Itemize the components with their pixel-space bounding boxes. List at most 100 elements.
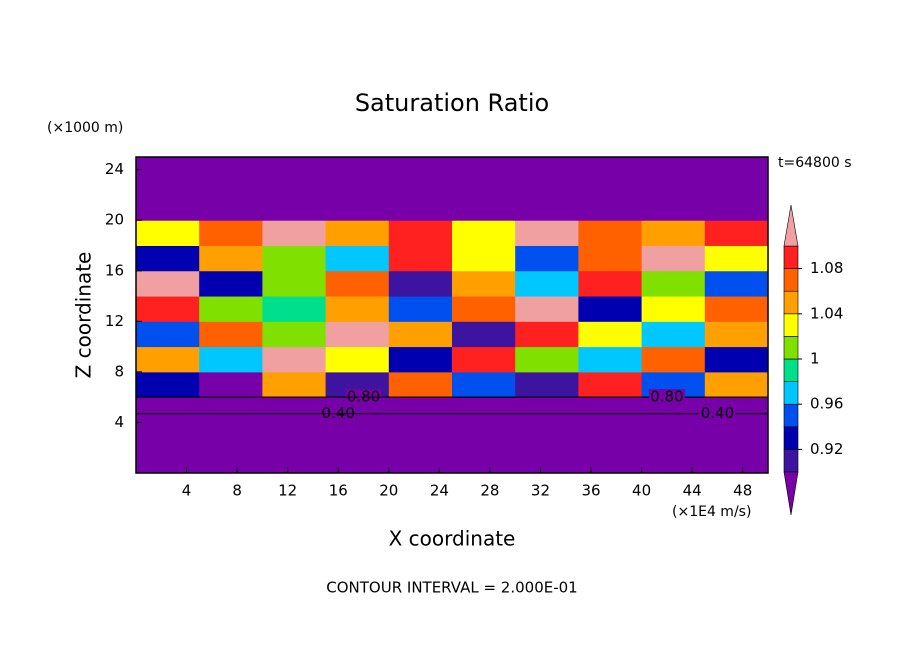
- contour-cell: [325, 245, 390, 272]
- colorbar-band: [783, 313, 799, 337]
- contour-cell: [199, 371, 263, 398]
- contour-cell: [388, 321, 453, 348]
- contour-cell: [578, 397, 643, 423]
- contour-cell: [262, 397, 327, 423]
- contour-cell: [325, 194, 390, 221]
- contour-cell: [704, 447, 769, 474]
- contour-cell: [704, 371, 769, 398]
- contour-cell: [388, 422, 453, 449]
- contour-cell: [262, 296, 327, 322]
- contour-cell: [515, 422, 579, 449]
- contour-cell: [262, 270, 327, 297]
- contour-cell: [578, 169, 643, 196]
- contour-cell: [388, 346, 453, 373]
- y-unit: (×1000 m): [47, 120, 123, 136]
- contour-cell: [325, 346, 390, 373]
- contour-cell: [704, 422, 769, 449]
- contour-cell: [452, 220, 516, 246]
- contour-cell: [515, 169, 579, 196]
- contour-cell: [641, 157, 706, 171]
- contour-cell: [578, 220, 643, 246]
- contour-cell: [641, 220, 706, 246]
- contour-cell: [641, 245, 706, 272]
- contour-cell: [704, 270, 769, 297]
- contour-cell: [388, 270, 453, 297]
- contour-cell: [199, 397, 263, 423]
- contour-cell: [578, 194, 643, 221]
- contour-cell: [325, 270, 390, 297]
- contour-cell: [578, 447, 643, 474]
- contour-cell: [262, 169, 327, 196]
- contour-cell: [199, 194, 263, 221]
- contour-label: 0.80: [650, 388, 683, 406]
- contour-cell: [136, 220, 200, 246]
- y-tick-label: 24: [105, 160, 124, 178]
- contour-cell: [578, 422, 643, 449]
- contour-cell: [578, 296, 643, 322]
- contour-cell: [199, 422, 263, 449]
- colorbar-band: [783, 290, 799, 315]
- contour-cell: [199, 220, 263, 246]
- contour-cell: [136, 447, 200, 474]
- contour-cell: [388, 169, 453, 196]
- contour-cell: [262, 194, 327, 221]
- contour-cell: [388, 194, 453, 221]
- contour-cell: [704, 296, 769, 322]
- contour-cell: [704, 245, 769, 272]
- colorbar-extend-high: [783, 204, 799, 247]
- colorbar-extend-low: [783, 471, 799, 516]
- contour-cell: [199, 296, 263, 322]
- time-label: t=64800 s: [778, 155, 852, 171]
- contour-cell: [388, 447, 453, 474]
- colorbar-band: [783, 426, 799, 450]
- plot-frame: [135, 156, 769, 474]
- x-tick-label: 20: [379, 482, 398, 500]
- contour-interval: CONTOUR INTERVAL = 2.000E-01: [326, 579, 577, 597]
- contour-cell: [452, 169, 516, 196]
- contour-cell: [452, 245, 516, 272]
- contour-cell: [452, 371, 516, 398]
- x-tick-label: 4: [182, 482, 192, 500]
- contour-cell: [515, 194, 579, 221]
- contour-cell: [704, 220, 769, 246]
- contour-cell: [704, 194, 769, 221]
- contour-cell: [262, 422, 327, 449]
- contour-cell: [199, 270, 263, 297]
- contour-cell: [578, 371, 643, 398]
- contour-cell: [136, 245, 200, 272]
- contour-cell: [136, 296, 200, 322]
- contour-cell: [578, 157, 643, 171]
- contour-cell: [641, 270, 706, 297]
- contour-cell: [325, 321, 390, 348]
- contour-cell: [641, 422, 706, 449]
- colorbar-tick-label: 1.08: [810, 259, 843, 277]
- contour-cell: [578, 270, 643, 297]
- contour-cell: [641, 346, 706, 373]
- x-unit: (×1E4 m/s): [672, 504, 751, 520]
- contour-cell: [388, 296, 453, 322]
- contour-cell: [136, 157, 200, 171]
- contour-cell: [578, 346, 643, 373]
- contour-cell: [199, 157, 263, 171]
- contour-cell: [452, 296, 516, 322]
- chart-title: Saturation Ratio: [355, 89, 549, 117]
- contour-cell: [199, 447, 263, 474]
- contour-cell: [199, 245, 263, 272]
- contour-cell: [136, 371, 200, 398]
- contour-cell: [704, 169, 769, 196]
- x-tick-label: 32: [531, 482, 550, 500]
- contour-cell: [452, 447, 516, 474]
- contour-cell: [136, 397, 200, 423]
- contour-cell: [388, 220, 453, 246]
- contour-cell: [515, 346, 579, 373]
- colorbar-band: [783, 403, 799, 428]
- contour-cell: [388, 245, 453, 272]
- contour-cell: [136, 346, 200, 373]
- contour-label-bg: [648, 389, 685, 406]
- colorbar-tick-label: 1.04: [810, 304, 843, 322]
- y-axis-label: Z coordinate: [72, 252, 96, 379]
- contour-cell: [452, 397, 516, 423]
- contour-cell: [136, 270, 200, 297]
- colorbar-band: [783, 245, 799, 269]
